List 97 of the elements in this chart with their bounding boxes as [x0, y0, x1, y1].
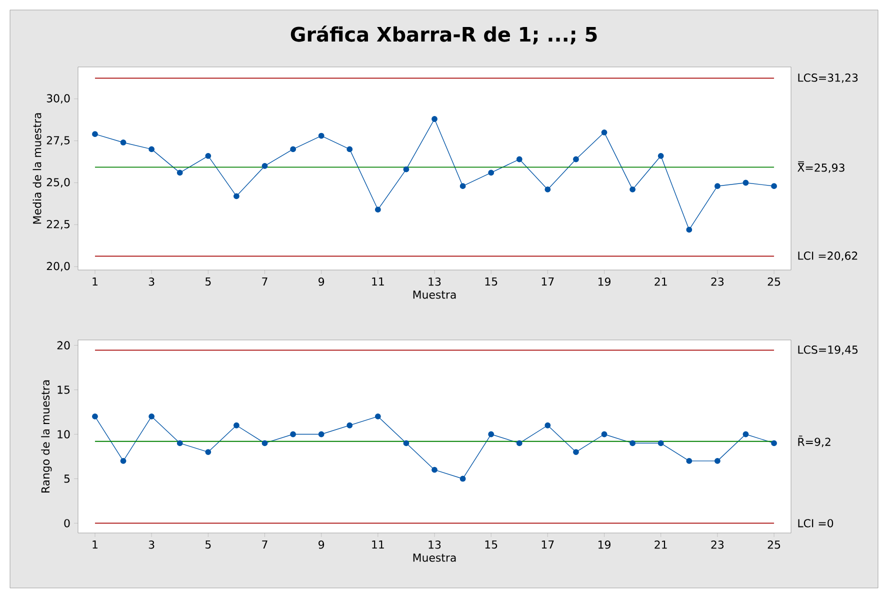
point	[120, 140, 126, 146]
point	[403, 440, 410, 446]
x-tick-label: 1	[92, 540, 98, 548]
point	[488, 170, 494, 176]
point	[516, 440, 522, 446]
ref-line-label: LCI =20,62	[798, 252, 858, 261]
y-tick-label: 20	[57, 341, 70, 350]
point	[92, 131, 98, 138]
point	[658, 440, 664, 446]
point	[234, 422, 240, 428]
y-tick-label: 5	[64, 474, 70, 483]
point	[573, 156, 579, 162]
point	[374, 414, 381, 420]
x-tick-label: 17	[542, 540, 554, 548]
x-axis-title: Muestra	[413, 554, 456, 562]
point	[742, 431, 749, 438]
point	[630, 440, 636, 446]
point	[346, 146, 353, 152]
x-tick-label: 17	[542, 278, 554, 286]
x-tick-label: 5	[206, 540, 211, 549]
point	[460, 476, 466, 482]
point	[205, 152, 212, 159]
y-tick-label: 10	[58, 430, 70, 438]
point	[432, 116, 438, 122]
point	[601, 431, 608, 438]
point	[346, 422, 353, 428]
point	[318, 431, 324, 438]
x-tick-label: 1	[92, 278, 98, 286]
point	[658, 152, 664, 159]
y-axis-title: Media de la muestra	[32, 113, 42, 224]
point	[234, 193, 240, 200]
point	[148, 146, 155, 152]
x-tick-label: 21	[654, 540, 667, 549]
y-tick-label: 25,0	[46, 178, 70, 188]
point	[205, 449, 212, 455]
x-tick-label: 23	[711, 540, 724, 549]
y-tick-label: 22,5	[46, 220, 70, 230]
point	[771, 440, 777, 446]
point	[460, 183, 466, 190]
x-tick-label: 11	[372, 540, 384, 548]
point	[176, 440, 183, 446]
point	[148, 414, 155, 420]
point	[290, 146, 296, 152]
point	[601, 129, 608, 136]
point	[573, 449, 579, 455]
x-tick-label: 21	[654, 278, 667, 286]
x-tick-label: 13	[428, 540, 441, 549]
y-tick-label: 30,0	[46, 94, 70, 104]
y-tick-label: 27,5	[46, 136, 70, 146]
point	[488, 431, 494, 438]
ref-line-label: LCS=19,45	[798, 346, 858, 355]
point	[544, 422, 551, 428]
x-tick-label: 19	[598, 278, 610, 286]
point	[290, 431, 296, 438]
x-tick-label: 25	[768, 540, 780, 549]
point	[318, 132, 324, 139]
point	[374, 206, 381, 213]
x-axis-title: Muestra	[413, 290, 456, 299]
x-tick-label: 9	[318, 278, 324, 286]
x-tick-label: 3	[148, 540, 154, 549]
y-tick-label: 20,0	[46, 262, 70, 272]
ref-line-label: R̄=9,2	[798, 436, 830, 448]
x-tick-label: 15	[485, 278, 498, 286]
point	[714, 183, 720, 190]
point	[630, 186, 636, 192]
x-tick-label: 13	[428, 278, 441, 286]
ref-line-label: X̿=25,93	[798, 161, 844, 173]
x-tick-label: 3	[148, 278, 154, 286]
point	[120, 458, 126, 464]
point	[714, 458, 720, 464]
x-tick-label: 19	[598, 540, 610, 549]
point	[686, 458, 692, 464]
y-axis-title: Rango de la muestra	[41, 380, 52, 493]
chart-title: Gráfica Xbarra-R de 1; ...; 5	[290, 26, 597, 44]
point	[516, 156, 522, 162]
point	[262, 163, 268, 169]
point	[771, 183, 777, 190]
x-tick-label: 11	[372, 278, 384, 286]
x-tick-label: 15	[485, 540, 498, 549]
x-tick-label: 9	[318, 540, 324, 549]
y-tick-label: 15	[58, 386, 70, 394]
point	[92, 414, 98, 420]
point	[742, 180, 749, 186]
point	[262, 440, 268, 446]
point	[176, 170, 183, 176]
x-tick-label: 7	[262, 278, 268, 286]
x-tick-label: 25	[768, 278, 780, 286]
point	[403, 166, 410, 172]
x-tick-label: 23	[711, 278, 724, 286]
x-tick-label: 7	[262, 540, 268, 548]
x-tick-label: 5	[206, 278, 211, 286]
ref-line-label: LCI =0	[798, 519, 834, 528]
point	[544, 186, 551, 192]
point	[432, 466, 438, 473]
y-tick-label: 0	[64, 519, 70, 528]
ref-line-label: LCS=31,23	[798, 74, 858, 83]
point	[686, 226, 692, 233]
